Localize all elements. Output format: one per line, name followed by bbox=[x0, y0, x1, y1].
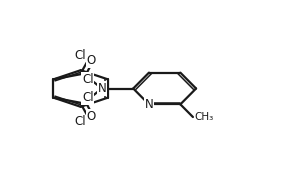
Text: Cl: Cl bbox=[75, 115, 86, 128]
Text: Cl: Cl bbox=[75, 49, 86, 62]
Text: O: O bbox=[86, 110, 95, 123]
Text: Cl: Cl bbox=[82, 73, 94, 86]
Text: N: N bbox=[98, 82, 106, 95]
Text: CH₃: CH₃ bbox=[194, 112, 214, 122]
Text: O: O bbox=[86, 54, 95, 67]
Text: Cl: Cl bbox=[82, 91, 94, 104]
Text: N: N bbox=[145, 98, 153, 111]
